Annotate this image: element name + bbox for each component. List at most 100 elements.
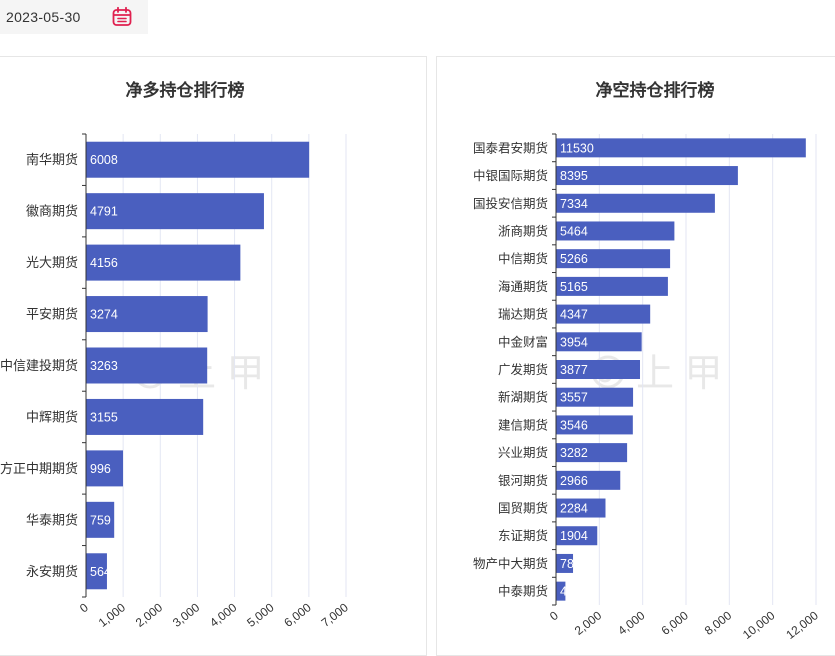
value-label: 5464 bbox=[560, 224, 588, 238]
x-tick-label: 5,000 bbox=[244, 600, 277, 630]
category-label: 方正中期期货 bbox=[0, 461, 78, 476]
watermark-text: 上 甲 bbox=[636, 353, 723, 395]
value-label: 2284 bbox=[560, 502, 588, 516]
value-label: 8395 bbox=[560, 169, 588, 183]
bar[interactable] bbox=[556, 581, 566, 601]
category-label: 银河期货 bbox=[498, 473, 548, 488]
category-label: 国投安信期货 bbox=[473, 196, 548, 211]
value-label: 3954 bbox=[560, 335, 588, 349]
category-label: 中信建投期货 bbox=[0, 358, 78, 373]
category-label: 光大期货 bbox=[26, 255, 78, 270]
bar[interactable] bbox=[86, 398, 204, 435]
bar[interactable] bbox=[556, 415, 633, 435]
bar[interactable] bbox=[556, 526, 598, 546]
category-label: 徽商期货 bbox=[26, 204, 78, 219]
value-label: 3877 bbox=[560, 363, 588, 377]
category-label: 海通期货 bbox=[498, 279, 548, 294]
category-label: 国泰君安期货 bbox=[473, 140, 548, 155]
x-tick-label: 4,000 bbox=[207, 600, 240, 630]
x-tick-label: 12,000 bbox=[783, 608, 821, 642]
category-label: 中银国际期货 bbox=[473, 168, 548, 183]
value-label: 996 bbox=[90, 462, 111, 476]
category-label: 华泰期货 bbox=[26, 512, 78, 527]
bar[interactable] bbox=[556, 193, 715, 213]
category-label: 中金财富 bbox=[498, 334, 548, 349]
bar[interactable] bbox=[86, 347, 208, 384]
x-tick-label: 0 bbox=[77, 600, 91, 615]
bar[interactable] bbox=[86, 193, 264, 230]
bar[interactable] bbox=[556, 470, 621, 490]
value-label: 786 bbox=[560, 557, 581, 571]
value-label: 3557 bbox=[560, 391, 588, 405]
bar[interactable] bbox=[556, 443, 628, 463]
date-value[interactable]: 2023-05-30 bbox=[6, 9, 81, 25]
value-label: 3282 bbox=[560, 446, 588, 460]
x-tick-label: 6,000 bbox=[659, 608, 692, 638]
category-label: 国贸期货 bbox=[498, 501, 548, 516]
value-label: 4347 bbox=[560, 308, 588, 322]
value-label: 3546 bbox=[560, 418, 588, 432]
category-label: 中辉期货 bbox=[26, 409, 78, 424]
category-label: 新湖期货 bbox=[498, 390, 548, 405]
bar[interactable] bbox=[556, 498, 606, 518]
chart-title: 净多持仓排行榜 bbox=[126, 80, 245, 100]
bar[interactable] bbox=[86, 296, 208, 333]
category-label: 建信期货 bbox=[498, 417, 548, 432]
bar[interactable] bbox=[86, 141, 310, 178]
bar[interactable] bbox=[556, 360, 641, 379]
value-label: 4791 bbox=[90, 205, 118, 219]
bar[interactable] bbox=[86, 553, 107, 590]
bar[interactable] bbox=[86, 244, 241, 281]
bar[interactable] bbox=[556, 221, 675, 241]
bar[interactable] bbox=[556, 553, 574, 573]
x-tick-label: 8,000 bbox=[702, 608, 735, 638]
x-tick-label: 6,000 bbox=[281, 600, 314, 630]
bar[interactable] bbox=[556, 166, 738, 186]
value-label: 5266 bbox=[560, 252, 588, 266]
value-label: 11530 bbox=[560, 141, 594, 155]
x-tick-label: 7,000 bbox=[319, 600, 352, 630]
value-label: 7334 bbox=[560, 197, 588, 211]
category-label: 中信期货 bbox=[498, 251, 548, 266]
x-tick-label: 2,000 bbox=[133, 600, 166, 630]
value-label: 5165 bbox=[560, 280, 588, 294]
category-label: 南华期货 bbox=[26, 152, 78, 167]
bar[interactable] bbox=[556, 249, 671, 269]
value-label: 2966 bbox=[560, 474, 588, 488]
category-label: 兴业期货 bbox=[498, 445, 548, 460]
x-tick-label: 3,000 bbox=[170, 600, 203, 630]
category-label: 平安期货 bbox=[26, 307, 78, 322]
value-label: 4156 bbox=[90, 256, 118, 270]
category-label: 物产中大期货 bbox=[473, 556, 548, 571]
value-label: 3155 bbox=[90, 410, 118, 424]
category-label: 广发期货 bbox=[498, 362, 548, 377]
value-label: 564 bbox=[90, 565, 111, 579]
category-label: 永安期货 bbox=[26, 564, 78, 579]
category-label: 浙商期货 bbox=[498, 223, 548, 238]
x-tick-label: 2,000 bbox=[572, 608, 605, 638]
value-label: 1904 bbox=[560, 529, 588, 543]
value-label: 759 bbox=[90, 513, 111, 527]
bar[interactable] bbox=[556, 138, 806, 158]
chart-title: 净空持仓排行榜 bbox=[596, 80, 715, 100]
category-label: 瑞达期货 bbox=[498, 307, 548, 322]
x-tick-label: 1,000 bbox=[96, 600, 129, 630]
value-label: 3274 bbox=[90, 308, 118, 322]
value-label: 3263 bbox=[90, 359, 118, 373]
bar[interactable] bbox=[86, 450, 123, 487]
bar[interactable] bbox=[86, 501, 115, 538]
bar[interactable] bbox=[556, 304, 651, 324]
category-label: 中泰期货 bbox=[498, 584, 548, 599]
x-tick-label: 0 bbox=[547, 608, 561, 623]
bar[interactable] bbox=[556, 387, 634, 407]
value-label: 6008 bbox=[90, 153, 118, 167]
x-tick-label: 4,000 bbox=[615, 608, 648, 638]
bar[interactable] bbox=[556, 276, 668, 296]
calendar-icon[interactable] bbox=[111, 6, 133, 28]
x-tick-label: 10,000 bbox=[740, 608, 778, 642]
date-picker[interactable]: 2023-05-30 bbox=[0, 0, 148, 34]
bar[interactable] bbox=[556, 332, 642, 352]
value-label: 434 bbox=[560, 585, 581, 599]
